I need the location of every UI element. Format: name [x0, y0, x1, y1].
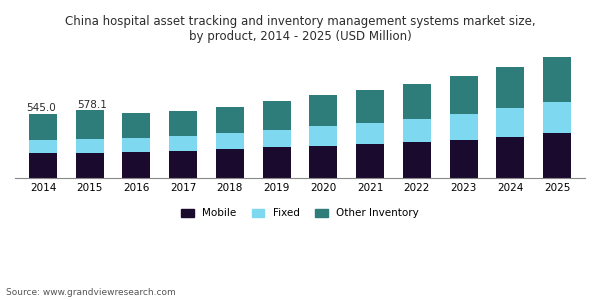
- Bar: [216, 107, 244, 133]
- Bar: [496, 67, 524, 109]
- Bar: [356, 123, 384, 144]
- Bar: [356, 90, 384, 123]
- Text: Source: www.grandviewresearch.com: Source: www.grandviewresearch.com: [6, 288, 176, 297]
- Bar: [543, 102, 571, 133]
- Bar: [543, 133, 571, 178]
- Bar: [496, 109, 524, 137]
- Bar: [496, 137, 524, 178]
- Bar: [543, 57, 571, 102]
- Title: China hospital asset tracking and inventory management systems market size,
by p: China hospital asset tracking and invent…: [65, 15, 535, 43]
- Bar: [310, 95, 337, 126]
- Bar: [216, 149, 244, 178]
- Bar: [263, 101, 290, 130]
- Bar: [122, 138, 151, 152]
- Bar: [169, 136, 197, 151]
- Bar: [76, 139, 104, 153]
- Bar: [403, 119, 431, 142]
- Bar: [169, 151, 197, 178]
- Bar: [216, 133, 244, 149]
- Legend: Mobile, Fixed, Other Inventory: Mobile, Fixed, Other Inventory: [177, 204, 423, 222]
- Bar: [403, 84, 431, 119]
- Bar: [449, 114, 478, 140]
- Bar: [29, 114, 57, 140]
- Bar: [356, 144, 384, 178]
- Bar: [76, 153, 104, 178]
- Bar: [29, 140, 57, 153]
- Bar: [449, 76, 478, 114]
- Bar: [310, 126, 337, 146]
- Bar: [29, 153, 57, 178]
- Bar: [403, 142, 431, 178]
- Text: 578.1: 578.1: [77, 100, 107, 110]
- Bar: [310, 146, 337, 178]
- Bar: [122, 113, 151, 138]
- Bar: [263, 147, 290, 178]
- Bar: [449, 140, 478, 178]
- Bar: [169, 111, 197, 136]
- Text: 545.0: 545.0: [26, 103, 56, 113]
- Bar: [263, 130, 290, 147]
- Bar: [76, 110, 104, 139]
- Bar: [122, 152, 151, 178]
